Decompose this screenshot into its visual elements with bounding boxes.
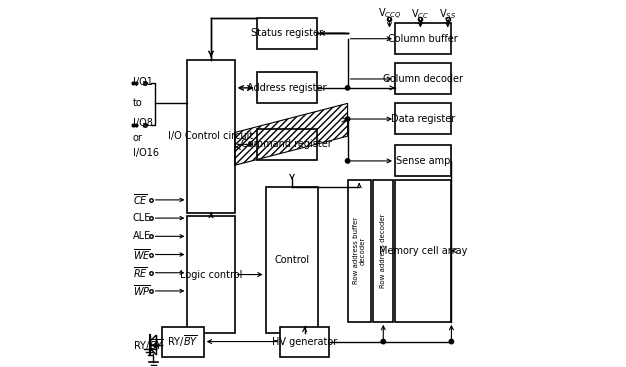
- Text: Memory cell array: Memory cell array: [379, 246, 468, 256]
- FancyBboxPatch shape: [373, 180, 393, 322]
- FancyBboxPatch shape: [187, 216, 235, 333]
- Text: I/O8: I/O8: [133, 119, 153, 128]
- Text: I/O16: I/O16: [133, 148, 159, 157]
- Text: $\overline{WP}$: $\overline{WP}$: [133, 284, 150, 298]
- FancyBboxPatch shape: [257, 18, 317, 49]
- FancyBboxPatch shape: [280, 327, 329, 356]
- Text: $\overline{WE}$: $\overline{WE}$: [133, 247, 150, 262]
- Text: Address register: Address register: [247, 83, 326, 93]
- Text: Control: Control: [274, 255, 310, 265]
- Text: CLE: CLE: [133, 213, 151, 223]
- Circle shape: [346, 117, 350, 121]
- FancyBboxPatch shape: [347, 180, 371, 322]
- Text: RY/$\overline{BY}$: RY/$\overline{BY}$: [167, 334, 198, 349]
- Text: HV generator: HV generator: [272, 337, 337, 346]
- Text: to: to: [133, 98, 143, 108]
- FancyBboxPatch shape: [395, 145, 451, 176]
- Text: Sense amp: Sense amp: [396, 156, 450, 166]
- Text: Status register: Status register: [250, 28, 322, 38]
- FancyBboxPatch shape: [162, 327, 203, 356]
- Text: Row address decoder: Row address decoder: [380, 214, 386, 288]
- Text: I/O Control circuit: I/O Control circuit: [168, 131, 254, 141]
- Text: Command register: Command register: [241, 139, 332, 149]
- FancyBboxPatch shape: [395, 103, 451, 134]
- Text: V$_{CC}$: V$_{CC}$: [411, 7, 429, 21]
- Circle shape: [346, 159, 350, 163]
- FancyBboxPatch shape: [395, 180, 451, 322]
- FancyBboxPatch shape: [395, 63, 451, 94]
- FancyBboxPatch shape: [395, 23, 451, 54]
- Text: V$_{CCQ}$: V$_{CCQ}$: [378, 7, 401, 22]
- Circle shape: [346, 86, 350, 90]
- Text: or: or: [133, 133, 143, 143]
- Text: $\overline{RE}$: $\overline{RE}$: [133, 265, 148, 280]
- Text: Row address buffer
decoder: Row address buffer decoder: [353, 217, 366, 284]
- Circle shape: [449, 339, 454, 344]
- Text: RY/$\overline{BY}$: RY/$\overline{BY}$: [133, 337, 164, 353]
- FancyBboxPatch shape: [257, 72, 317, 103]
- Text: Column buffer: Column buffer: [388, 34, 458, 44]
- Circle shape: [381, 339, 386, 344]
- Text: Column decoder: Column decoder: [383, 74, 463, 84]
- FancyBboxPatch shape: [265, 187, 319, 333]
- Text: Data register: Data register: [391, 114, 455, 124]
- FancyBboxPatch shape: [187, 60, 235, 212]
- Text: I/O1: I/O1: [133, 76, 153, 87]
- Text: Logic control: Logic control: [180, 269, 242, 280]
- Text: V$_{SS}$: V$_{SS}$: [439, 7, 456, 21]
- Text: ALE: ALE: [133, 231, 151, 241]
- Text: $\overline{CE}$: $\overline{CE}$: [133, 192, 148, 207]
- FancyBboxPatch shape: [257, 129, 317, 160]
